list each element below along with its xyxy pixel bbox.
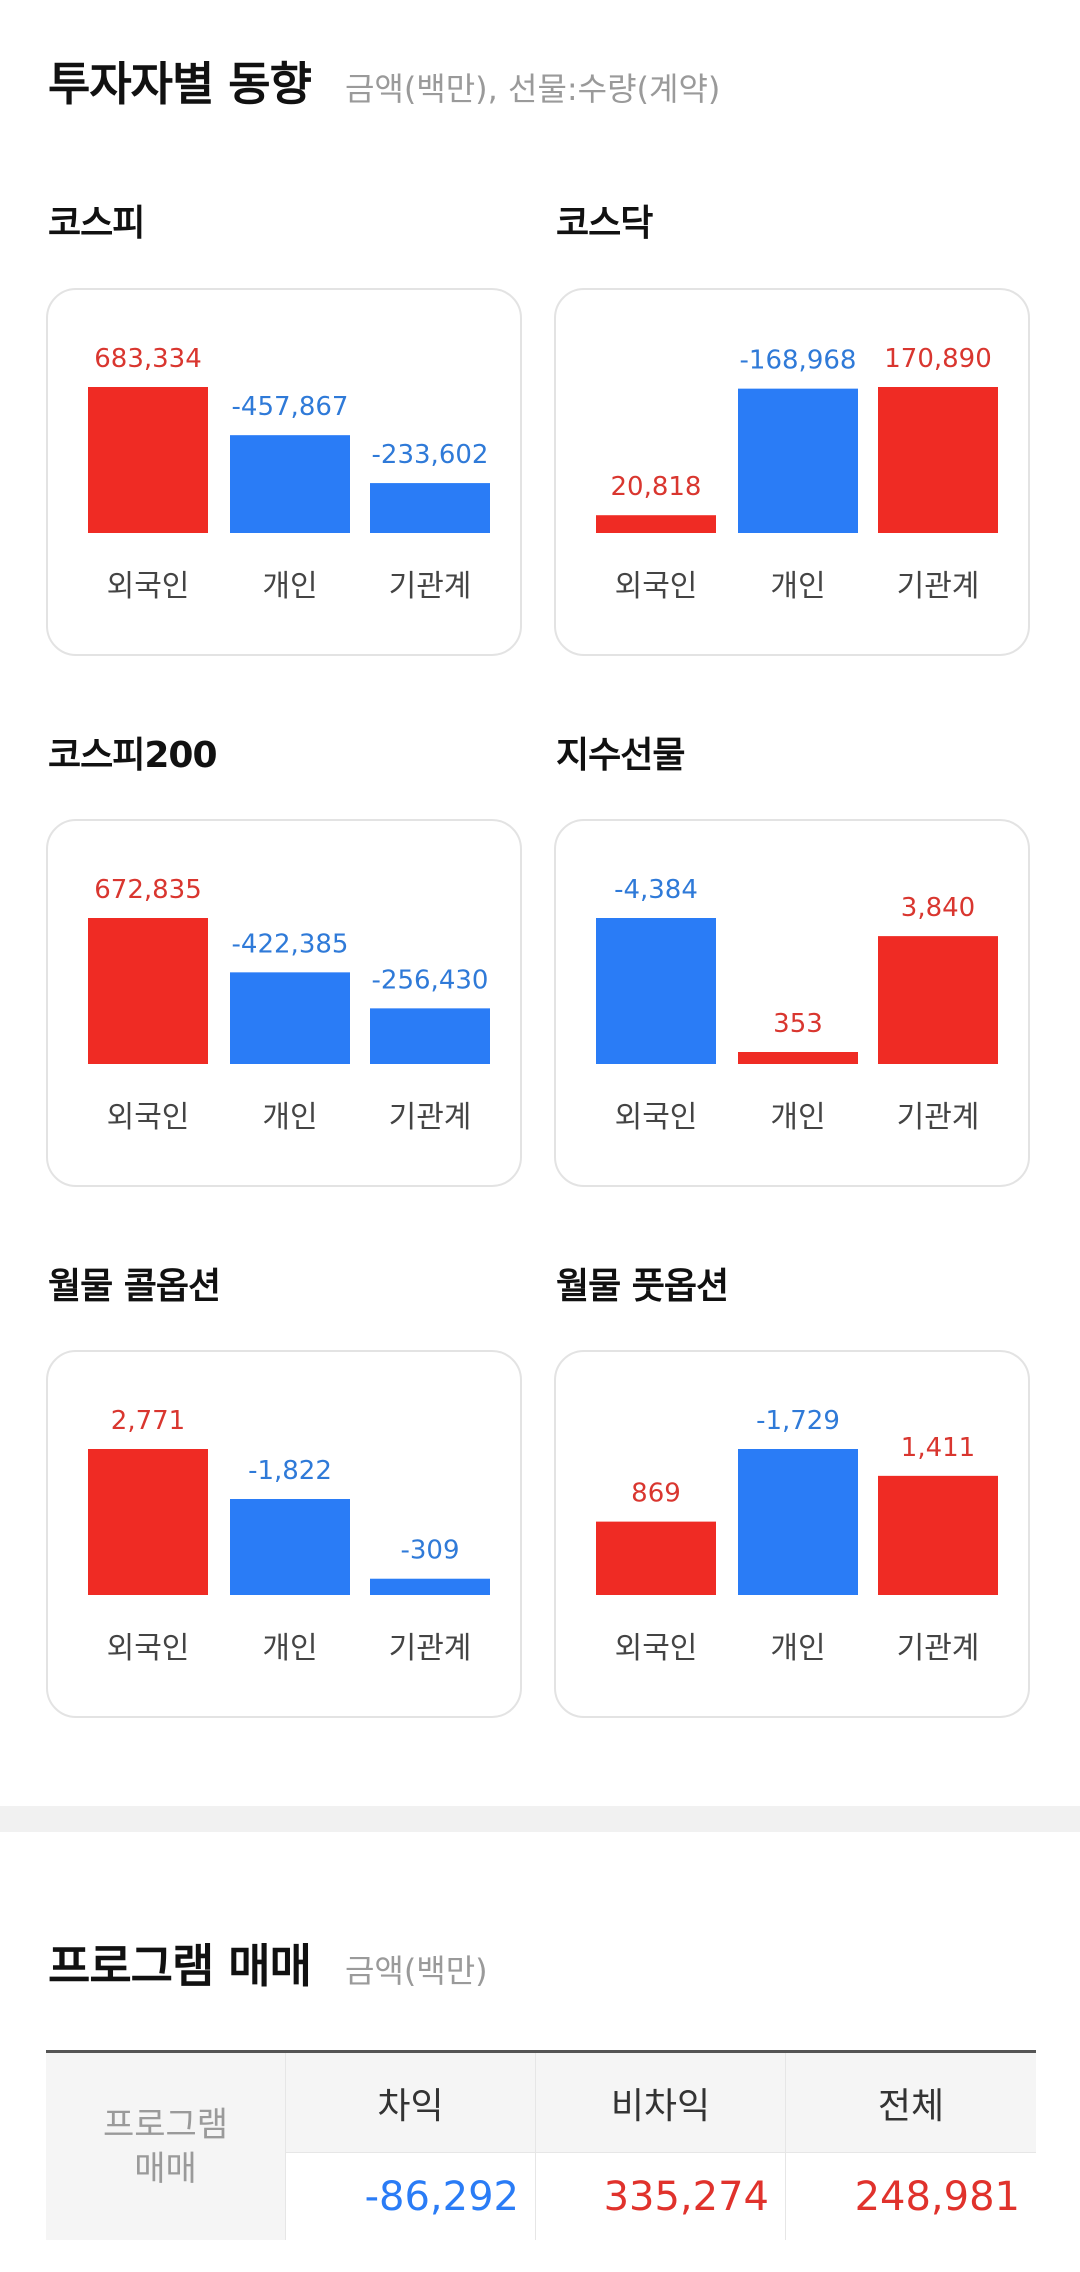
column-arbitrage: 차익 -86,292 [286, 2053, 536, 2240]
bar-chart-svg: 20,818 외국인 -168,968 개인 170,890 기관계 [596, 344, 998, 604]
chart-card-index-futures[interactable]: -4,384 외국인 353 개인 3,840 기관계 [554, 819, 1030, 1187]
bar-foreigner [596, 515, 716, 533]
category-label-foreigner: 외국인 [615, 1631, 698, 1666]
chart-title-call-options: 월물 콜옵션 [48, 1266, 221, 1307]
category-label-institution: 기관계 [897, 1100, 980, 1135]
chart-title-kospi: 코스피 [48, 203, 145, 244]
row-header-line-2: 매매 [134, 2148, 197, 2189]
program-trading-header: 프로그램 매매 금액(백만) [48, 1930, 488, 1996]
value-label-institution: -309 [400, 1536, 459, 1566]
category-label-institution: 기관계 [897, 1631, 980, 1666]
category-label-individual: 개인 [262, 1631, 317, 1666]
value-label-foreigner: 20,818 [611, 472, 702, 502]
value-label-institution: 1,411 [901, 1433, 975, 1463]
row-header: 프로그램 매매 [46, 2053, 286, 2240]
column-value: 248,981 [854, 2173, 1020, 2220]
value-label-foreigner: 2,771 [111, 1406, 185, 1436]
bar-individual [738, 388, 858, 533]
chart-card-kospi[interactable]: 683,334 외국인 -457,867 개인 -233,602 기관계 [46, 288, 522, 656]
value-label-individual: -457,867 [232, 392, 349, 422]
value-label-individual: -1,822 [248, 1456, 332, 1486]
category-label-individual: 개인 [770, 569, 825, 604]
bar-chart-svg: 672,835 외국인 -422,385 개인 -256,430 기관계 [88, 875, 490, 1135]
bar-institution [370, 483, 490, 533]
bar-institution [878, 387, 998, 533]
bar-chart-svg: 869 외국인 -1,729 개인 1,411 기관계 [596, 1406, 998, 1666]
value-label-institution: 3,840 [901, 893, 975, 923]
bar-foreigner [88, 387, 208, 533]
value-label-foreigner: 869 [631, 1479, 681, 1509]
value-label-institution: -256,430 [372, 965, 489, 995]
category-label-individual: 개인 [262, 1100, 317, 1135]
bar-foreigner [596, 918, 716, 1064]
section-title: 투자자별 동향 [48, 57, 312, 111]
column-value: -86,292 [286, 2153, 536, 2240]
category-label-institution: 기관계 [389, 569, 472, 604]
chart-title-put-options: 월물 풋옵션 [556, 1266, 729, 1307]
chart-card-put-options[interactable]: 869 외국인 -1,729 개인 1,411 기관계 [554, 1350, 1030, 1718]
column-total: 전체 248,981 [786, 2053, 1036, 2240]
value-label-institution: -233,602 [372, 440, 489, 470]
program-title: 프로그램 매매 [48, 1939, 312, 1993]
category-label-foreigner: 외국인 [615, 569, 698, 604]
bar-institution [878, 1475, 998, 1595]
category-label-institution: 기관계 [389, 1631, 472, 1666]
investor-trend-header: 투자자별 동향 금액(백만), 선물:수량(계약) [48, 48, 720, 114]
bar-chart-svg: 2,771 외국인 -1,822 개인 -309 기관계 [88, 1406, 490, 1666]
value-label-individual: 353 [773, 1009, 823, 1039]
value-label-individual: -1,729 [756, 1406, 840, 1436]
column-non-arbitrage: 비차익 335,274 [536, 2053, 786, 2240]
bar-individual [738, 1052, 858, 1064]
bar-foreigner [88, 918, 208, 1064]
bar-individual [230, 435, 350, 533]
value-label-foreigner: -4,384 [614, 875, 698, 905]
chart-title-kosdaq: 코스닥 [556, 203, 653, 244]
bar-individual [230, 972, 350, 1064]
bar-institution [370, 1578, 490, 1595]
row-header-line-1: 프로그램 [102, 2104, 229, 2145]
chart-title-kospi200: 코스피200 [48, 735, 218, 776]
program-unit-note: 금액(백만) [344, 1952, 488, 1990]
chart-card-kosdaq[interactable]: 20,818 외국인 -168,968 개인 170,890 기관계 [554, 288, 1030, 656]
category-label-foreigner: 외국인 [107, 569, 190, 604]
category-label-individual: 개인 [770, 1631, 825, 1666]
column-header: 비차익 [536, 2053, 786, 2153]
chart-card-call-options[interactable]: 2,771 외국인 -1,822 개인 -309 기관계 [46, 1350, 522, 1718]
value-label-institution: 170,890 [884, 344, 992, 374]
bar-chart-svg: -4,384 외국인 353 개인 3,840 기관계 [596, 875, 998, 1135]
chart-card-kospi200[interactable]: 672,835 외국인 -422,385 개인 -256,430 기관계 [46, 819, 522, 1187]
bar-institution [370, 1008, 490, 1064]
category-label-foreigner: 외국인 [107, 1100, 190, 1135]
value-label-individual: -422,385 [232, 929, 349, 959]
column-header: 차익 [286, 2053, 536, 2153]
bar-institution [878, 936, 998, 1064]
bar-foreigner [596, 1521, 716, 1595]
bar-foreigner [88, 1449, 208, 1595]
category-label-institution: 기관계 [897, 569, 980, 604]
column-header: 전체 [786, 2053, 1036, 2153]
category-label-institution: 기관계 [389, 1100, 472, 1135]
bar-individual [230, 1499, 350, 1595]
unit-note: 금액(백만), 선물:수량(계약) [344, 70, 721, 108]
bar-individual [738, 1449, 858, 1595]
chart-title-index-futures: 지수선물 [556, 735, 685, 776]
column-value: 335,274 [536, 2153, 786, 2240]
category-label-individual: 개인 [262, 569, 317, 604]
section-divider [0, 1806, 1080, 1832]
value-label-foreigner: 672,835 [94, 875, 202, 905]
category-label-foreigner: 외국인 [107, 1631, 190, 1666]
value-label-foreigner: 683,334 [94, 344, 202, 374]
program-trading-table: 프로그램 매매 차익 -86,292 비차익 335,274 전체 248,98… [46, 2050, 1036, 2240]
category-label-foreigner: 외국인 [615, 1100, 698, 1135]
value-label-individual: -168,968 [740, 346, 857, 376]
category-label-individual: 개인 [770, 1100, 825, 1135]
bar-chart-svg: 683,334 외국인 -457,867 개인 -233,602 기관계 [88, 344, 490, 604]
